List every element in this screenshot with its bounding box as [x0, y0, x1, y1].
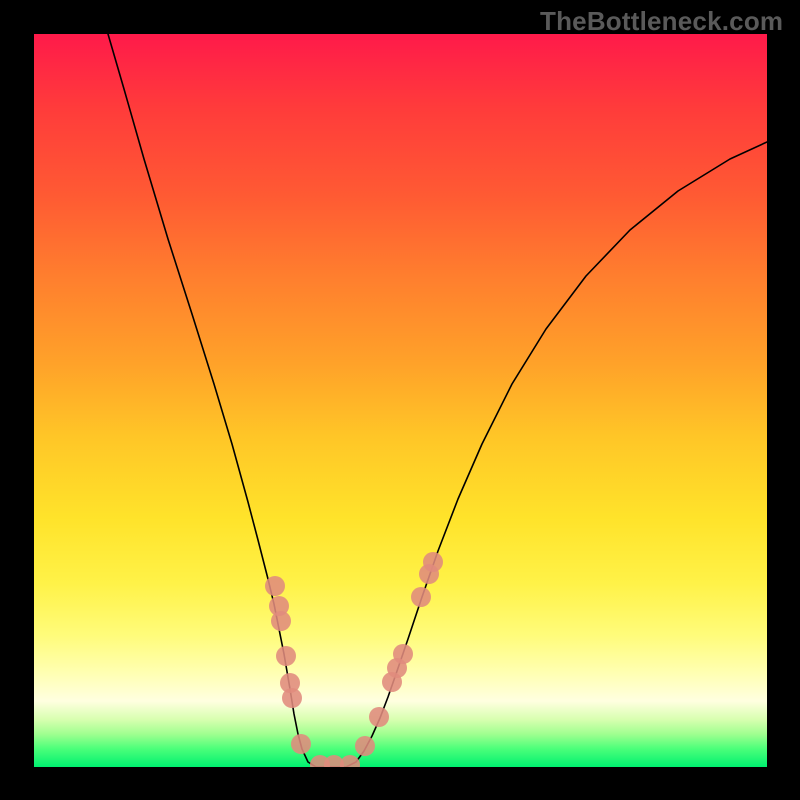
data-marker: [271, 611, 291, 631]
chart-root: TheBottleneck.com: [0, 0, 800, 800]
data-marker: [393, 644, 413, 664]
data-marker: [291, 734, 311, 754]
data-marker: [282, 688, 302, 708]
bottleneck-curve: [108, 34, 767, 767]
data-marker: [355, 736, 375, 756]
data-marker: [369, 707, 389, 727]
data-marker: [340, 755, 360, 767]
data-marker: [276, 646, 296, 666]
data-marker: [411, 587, 431, 607]
chart-svg: [34, 34, 767, 767]
data-marker: [423, 552, 443, 572]
data-marker: [265, 576, 285, 596]
data-markers: [265, 552, 443, 767]
watermark-text: TheBottleneck.com: [540, 6, 783, 37]
